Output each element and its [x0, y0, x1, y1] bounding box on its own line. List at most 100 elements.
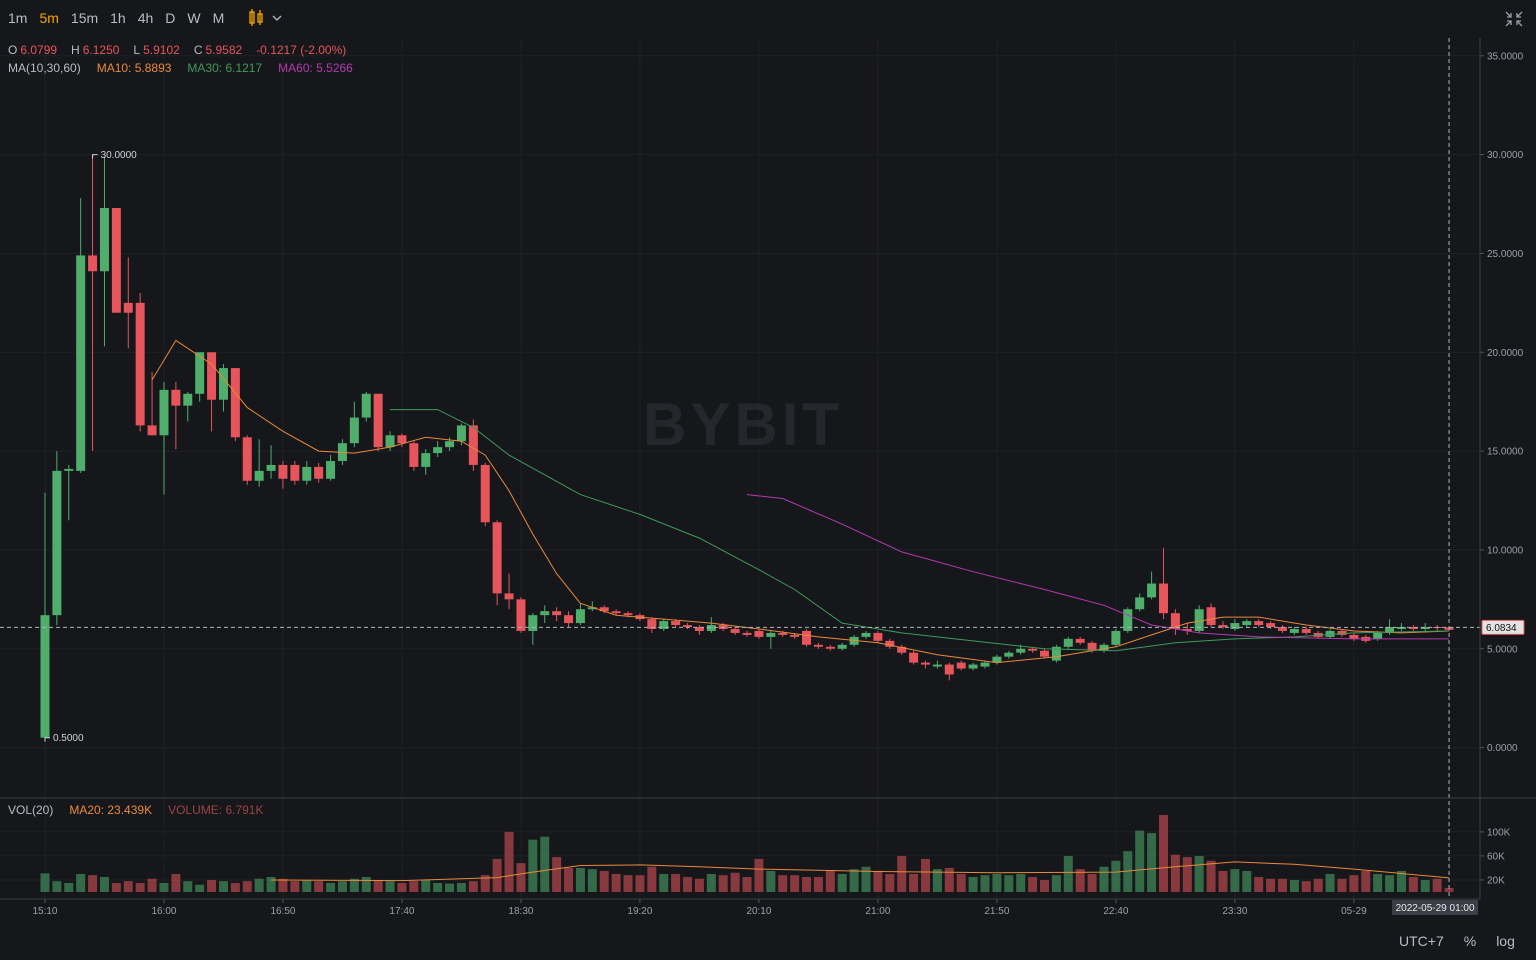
candle-body	[790, 634, 800, 637]
ohlc-item: L 5.9102	[133, 43, 179, 57]
extreme-label: 0.5000	[53, 733, 84, 744]
interval-button[interactable]: 5m	[39, 10, 59, 26]
footer-button[interactable]: UTC+7	[1399, 933, 1444, 949]
volume-bar	[373, 879, 383, 892]
volume-bar	[52, 881, 62, 892]
candle-body	[88, 255, 98, 272]
volume-bar	[1135, 830, 1145, 892]
chart-type-icon[interactable]	[249, 9, 263, 26]
candle-body	[159, 389, 169, 436]
candle-body	[528, 615, 538, 631]
ohlc-value: 6.1250	[82, 43, 120, 57]
interval-button[interactable]: M	[212, 10, 225, 26]
candle-body	[76, 255, 86, 471]
candle-body	[349, 417, 359, 444]
volume-bar	[159, 882, 169, 892]
candle-body	[468, 425, 478, 465]
volume-bar	[492, 858, 502, 892]
candle-body	[1373, 632, 1383, 639]
volume-bar	[147, 878, 157, 892]
volume-bar	[564, 867, 574, 892]
volume-bar	[230, 882, 240, 892]
volume-bar	[885, 873, 895, 892]
x-tick-label: 23:30	[1222, 906, 1247, 917]
volume-bar	[135, 882, 145, 892]
candle-body	[1087, 642, 1097, 651]
candle-body	[1277, 627, 1287, 631]
candle-body	[135, 302, 145, 426]
candle-body	[230, 368, 240, 438]
volume-bar	[290, 881, 300, 892]
volume-bar	[1301, 881, 1311, 892]
candle-body	[1039, 650, 1049, 657]
volume-bar	[1028, 876, 1038, 892]
candle-body	[1028, 648, 1038, 651]
candle-body	[361, 393, 371, 418]
footer-button[interactable]: log	[1496, 933, 1515, 949]
interval-button[interactable]: 4h	[137, 10, 154, 26]
candle-body	[552, 611, 562, 616]
volume-bar	[623, 875, 633, 892]
y-tick-label: 0.0000	[1487, 743, 1518, 754]
legend-entry: MA10: 5.8893	[96, 61, 172, 75]
volume-bar	[433, 882, 443, 892]
ma-line	[746, 494, 1450, 640]
candle-body	[218, 368, 228, 400]
candle-body	[1051, 646, 1061, 661]
candle-body	[754, 630, 764, 637]
volume-bar	[956, 873, 966, 892]
candle-body	[897, 646, 907, 653]
volume-bar	[1385, 875, 1395, 892]
candle-body	[1396, 627, 1406, 629]
candle-body	[932, 664, 942, 667]
candle-body	[1349, 634, 1359, 639]
dropdown-chevron[interactable]	[272, 15, 282, 21]
volume-bar	[706, 873, 716, 892]
collapse-icon[interactable]	[1505, 11, 1523, 27]
candle-body	[944, 664, 954, 675]
legend-entry: MA30: 6.1217	[187, 61, 263, 75]
y-tick-label: 100K	[1487, 827, 1511, 838]
candle-body	[314, 466, 324, 479]
volume-bar	[111, 882, 121, 892]
candle-body	[302, 466, 312, 481]
y-tick-label: 10.0000	[1487, 545, 1524, 556]
ma-header: MA(10,30,60) MA10: 5.8893 MA30: 6.1217 MA6…	[8, 61, 353, 75]
interval-button[interactable]: D	[165, 10, 176, 26]
candle-body	[861, 632, 871, 637]
ma-title: MA(10,30,60)	[8, 61, 81, 75]
volume-bar	[349, 878, 359, 892]
volume-bar	[611, 873, 621, 892]
volume-title: VOL(20)	[8, 803, 54, 817]
candle-body	[326, 460, 336, 479]
interval-button[interactable]: W	[187, 10, 201, 26]
volume-bar	[504, 831, 514, 892]
interval-button[interactable]: 15m	[70, 10, 99, 26]
candle-body	[992, 656, 1002, 663]
candle-body	[694, 627, 704, 631]
volume-bar	[1408, 876, 1418, 892]
volume-bar	[1099, 866, 1109, 892]
volume-bar	[992, 873, 1002, 892]
volume-bar	[587, 869, 597, 892]
y-tick-label: 25.0000	[1487, 249, 1524, 260]
volume-bar	[1123, 851, 1133, 892]
volume-bar	[76, 873, 86, 892]
candle-body	[1123, 609, 1133, 631]
volume-bar	[1051, 875, 1061, 892]
interval-button[interactable]: 1m	[8, 10, 28, 26]
interval-button[interactable]: 1h	[110, 10, 126, 26]
x-tick-label: 22:40	[1103, 906, 1128, 917]
candle-body	[52, 470, 62, 616]
volume-bar	[861, 866, 871, 892]
candle-body	[1242, 621, 1252, 626]
volume-bar	[873, 870, 883, 892]
plot: 30.0000 0.5000 6.0834 2022-05-29 01:00	[0, 38, 1525, 915]
volume-bar	[540, 836, 550, 892]
candle-body	[1075, 638, 1085, 643]
volume-bar	[183, 881, 193, 892]
ohlc-key: H	[71, 43, 80, 57]
volume-bar	[1432, 878, 1442, 892]
footer-button[interactable]: %	[1463, 933, 1477, 949]
